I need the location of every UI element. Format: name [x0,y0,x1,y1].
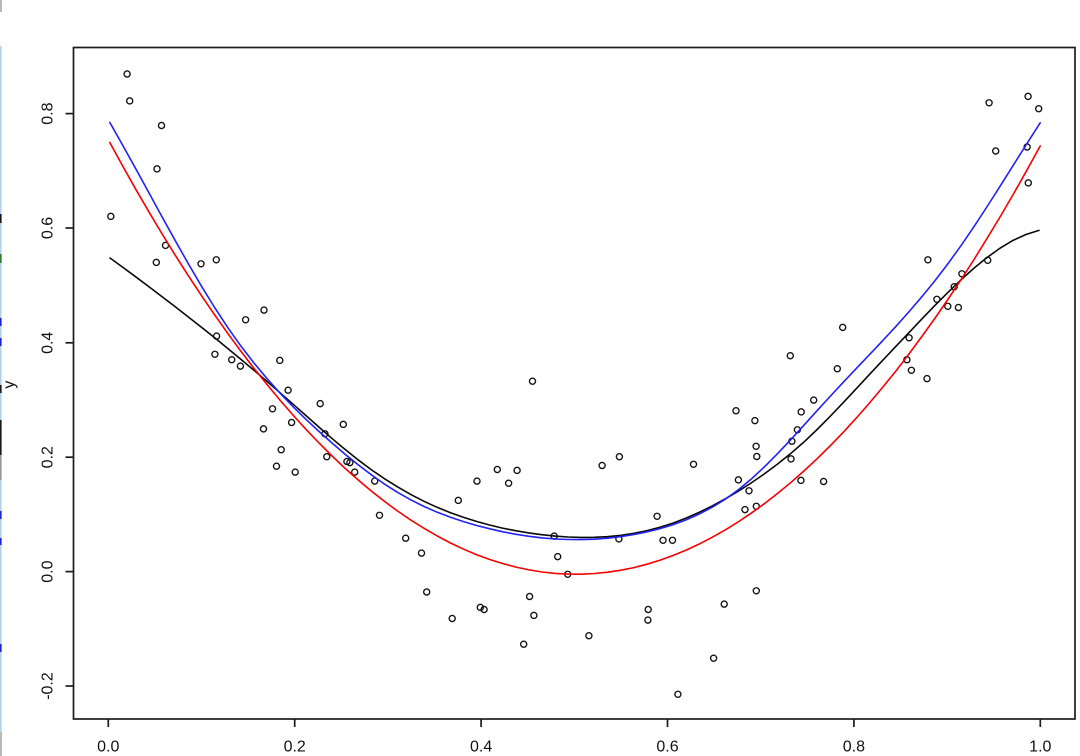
svg-text:1.0: 1.0 [1029,739,1051,756]
svg-text:0.4: 0.4 [40,332,57,354]
svg-text:0.0: 0.0 [40,560,57,582]
svg-text:0.0: 0.0 [97,739,119,756]
svg-text:y: y [1,381,18,389]
svg-text:0.2: 0.2 [284,739,306,756]
svg-text:0.6: 0.6 [656,739,678,756]
svg-text:0.8: 0.8 [40,102,57,124]
svg-text:0.2: 0.2 [40,446,57,468]
svg-text:0.8: 0.8 [843,739,865,756]
svg-text:0.6: 0.6 [40,217,57,239]
svg-text:0.4: 0.4 [470,739,492,756]
svg-text:-0.2: -0.2 [40,672,57,700]
